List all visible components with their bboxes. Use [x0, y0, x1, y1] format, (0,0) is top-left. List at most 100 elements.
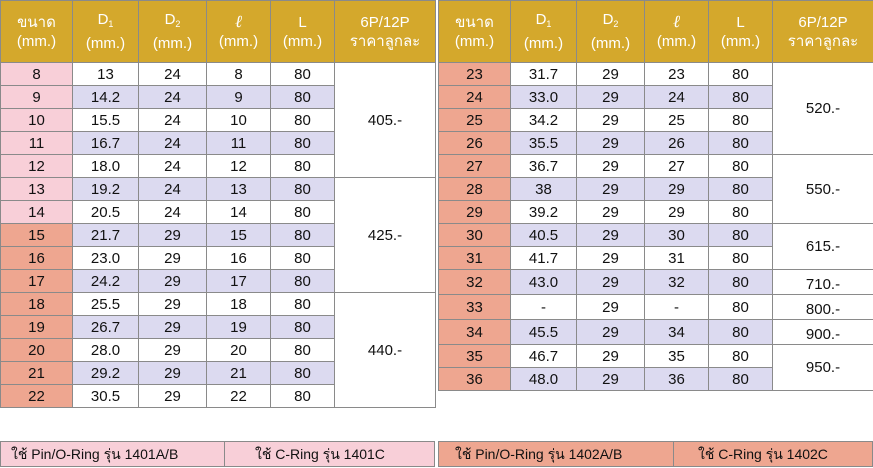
- cell-size: 10: [0, 108, 73, 132]
- footer-left-pin-note: ใช้ Pin/O-Ring รุ่น 1401A/B: [0, 441, 225, 467]
- cell-size: 36: [438, 367, 511, 391]
- cell-length: 80: [708, 131, 773, 155]
- cell-d2: 29: [576, 154, 645, 178]
- cell-ell: 24: [644, 85, 709, 109]
- cell-d1: 48.0: [510, 367, 577, 391]
- cell-length: 80: [708, 344, 773, 368]
- table-row: 35 46.7 29 35 80 950.-: [438, 344, 873, 391]
- cell-ell: 31: [644, 246, 709, 270]
- cell-length: 80: [708, 269, 773, 295]
- right-header-row: ขนาด (mm.) D1 (mm.) D2 (mm.) ℓ (mm.) L (mm.) …: [438, 0, 873, 63]
- cell-d2: 24: [138, 85, 207, 109]
- cell-d1: 19.2: [72, 177, 139, 201]
- cell-size: 11: [0, 131, 73, 155]
- price-cell: 800.-: [772, 294, 873, 320]
- cell-d1: 16.7: [72, 131, 139, 155]
- header-d1: D1 (mm.): [510, 0, 577, 63]
- cell-length: 80: [270, 131, 335, 155]
- cell-d1: 39.2: [510, 200, 577, 224]
- cell-ell: 22: [206, 384, 271, 408]
- cell-ell: 15: [206, 223, 271, 247]
- cell-d1: 30.5: [72, 384, 139, 408]
- cell-ell: -: [644, 294, 709, 320]
- cell-d2: 29: [576, 62, 645, 86]
- cell-length: 80: [708, 200, 773, 224]
- cell-size: 16: [0, 246, 73, 270]
- cell-d2: 29: [138, 315, 207, 339]
- cell-d1: 24.2: [72, 269, 139, 293]
- table-row: 22 30.5 29 22 80: [0, 384, 436, 408]
- header-length: L (mm.): [708, 0, 773, 63]
- left-size-table: ขนาด (mm.) D1 (mm.) D2 (mm.) ℓ (mm.) L (mm.) …: [0, 0, 436, 408]
- table-row: 29 39.2 29 29 80: [438, 200, 873, 224]
- table-row: 27 36.7 29 27 80 550.-: [438, 154, 873, 224]
- cell-d1: 46.7: [510, 344, 577, 368]
- header-size: ขนาด (mm.): [0, 0, 73, 63]
- cell-ell: 23: [644, 62, 709, 86]
- cell-d1: 36.7: [510, 154, 577, 178]
- price-cell: 405.-: [334, 62, 436, 178]
- cell-size: 23: [438, 62, 511, 86]
- cell-length: 80: [708, 62, 773, 86]
- cell-d1: 20.5: [72, 200, 139, 224]
- header-size: ขนาด (mm.): [438, 0, 511, 63]
- cell-d2: 29: [138, 384, 207, 408]
- cell-size: 32: [438, 269, 511, 295]
- cell-length: 80: [270, 154, 335, 178]
- cell-ell: 25: [644, 108, 709, 132]
- cell-size: 24: [438, 85, 511, 109]
- cell-length: 80: [708, 294, 773, 320]
- cell-ell: 17: [206, 269, 271, 293]
- header-d1: D1 (mm.): [72, 0, 139, 63]
- cell-ell: 16: [206, 246, 271, 270]
- table-row: 25 34.2 29 25 80: [438, 108, 873, 132]
- table-row: 11 16.7 24 11 80: [0, 131, 436, 155]
- cell-length: 80: [270, 384, 335, 408]
- footer-left-cring-note: ใช้ C-Ring รุ่น 1401C: [224, 441, 435, 467]
- cell-size: 19: [0, 315, 73, 339]
- table-row: 18 25.5 29 18 80 440.-: [0, 292, 436, 408]
- cell-ell: 8: [206, 62, 271, 86]
- cell-d1: 43.0: [510, 269, 577, 295]
- cell-size: 31: [438, 246, 511, 270]
- cell-ell: 19: [206, 315, 271, 339]
- cell-length: 80: [270, 315, 335, 339]
- cell-d2: 29: [576, 108, 645, 132]
- cell-length: 80: [270, 85, 335, 109]
- cell-d2: 24: [138, 62, 207, 86]
- table-row: 12 18.0 24 12 80: [0, 154, 436, 178]
- cell-size: 15: [0, 223, 73, 247]
- price-cell: 425.-: [334, 177, 436, 293]
- cell-d1: 41.7: [510, 246, 577, 270]
- price-cell: 950.-: [772, 344, 873, 391]
- cell-length: 80: [708, 223, 773, 247]
- table-row: 9 14.2 24 9 80: [0, 85, 436, 109]
- cell-ell: 32: [644, 269, 709, 295]
- cell-size: 27: [438, 154, 511, 178]
- cell-size: 17: [0, 269, 73, 293]
- table-row: 10 15.5 24 10 80: [0, 108, 436, 132]
- cell-ell: 12: [206, 154, 271, 178]
- cell-d2: 29: [576, 344, 645, 368]
- cell-d1: -: [510, 294, 577, 320]
- price-cell: 615.-: [772, 223, 873, 270]
- table-row: 28 38 29 29 80: [438, 177, 873, 201]
- cell-d2: 24: [138, 200, 207, 224]
- cell-ell: 18: [206, 292, 271, 316]
- cell-length: 80: [708, 108, 773, 132]
- cell-length: 80: [270, 246, 335, 270]
- cell-d2: 29: [138, 338, 207, 362]
- cell-ell: 29: [644, 177, 709, 201]
- cell-length: 80: [708, 85, 773, 109]
- cell-length: 80: [270, 177, 335, 201]
- cell-ell: 21: [206, 361, 271, 385]
- cell-length: 80: [708, 246, 773, 270]
- left-header-row: ขนาด (mm.) D1 (mm.) D2 (mm.) ℓ (mm.) L (mm.) …: [0, 0, 436, 63]
- cell-d1: 33.0: [510, 85, 577, 109]
- cell-d2: 29: [138, 269, 207, 293]
- cell-ell: 14: [206, 200, 271, 224]
- cell-d2: 29: [576, 200, 645, 224]
- cell-d2: 24: [138, 108, 207, 132]
- cell-d2: 29: [138, 223, 207, 247]
- header-d2: D2 (mm.): [138, 0, 207, 63]
